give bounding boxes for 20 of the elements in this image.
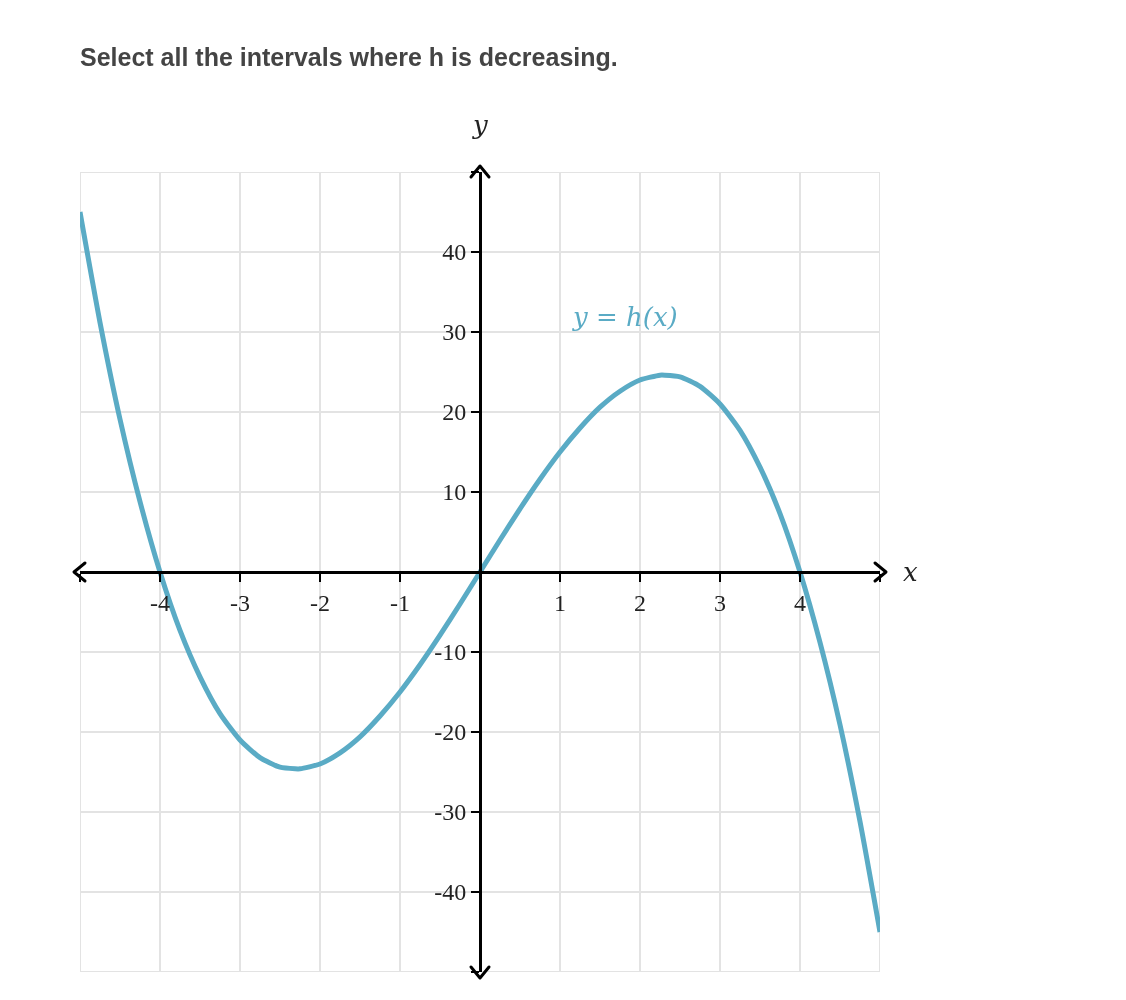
y-tick-label: -40 <box>434 879 467 906</box>
x-tick-label: 2 <box>634 589 646 616</box>
y-tick-label: -10 <box>434 639 467 666</box>
x-tick-label: 4 <box>794 589 806 616</box>
x-tick-label: -4 <box>150 589 170 616</box>
x-tick-label: -2 <box>310 589 330 616</box>
y-tick-label: 10 <box>442 479 467 506</box>
x-tick-label: -3 <box>230 589 250 616</box>
y-axis-title: y <box>472 110 488 140</box>
y-tick-label: 40 <box>442 239 467 266</box>
x-tick-label: -1 <box>390 589 410 616</box>
chart-title: Select all the intervals where h is decreasing. <box>80 42 618 71</box>
y-tick-label: 30 <box>442 319 467 346</box>
y-tick-label: 20 <box>442 399 467 426</box>
y-tick-label: -30 <box>434 799 467 826</box>
y-tick-label: -20 <box>434 719 467 746</box>
x-tick-label: 1 <box>554 589 566 616</box>
x-tick-label: 3 <box>714 589 726 616</box>
annotation: y = h(x) <box>572 302 678 332</box>
x-axis-title: x <box>903 557 918 587</box>
